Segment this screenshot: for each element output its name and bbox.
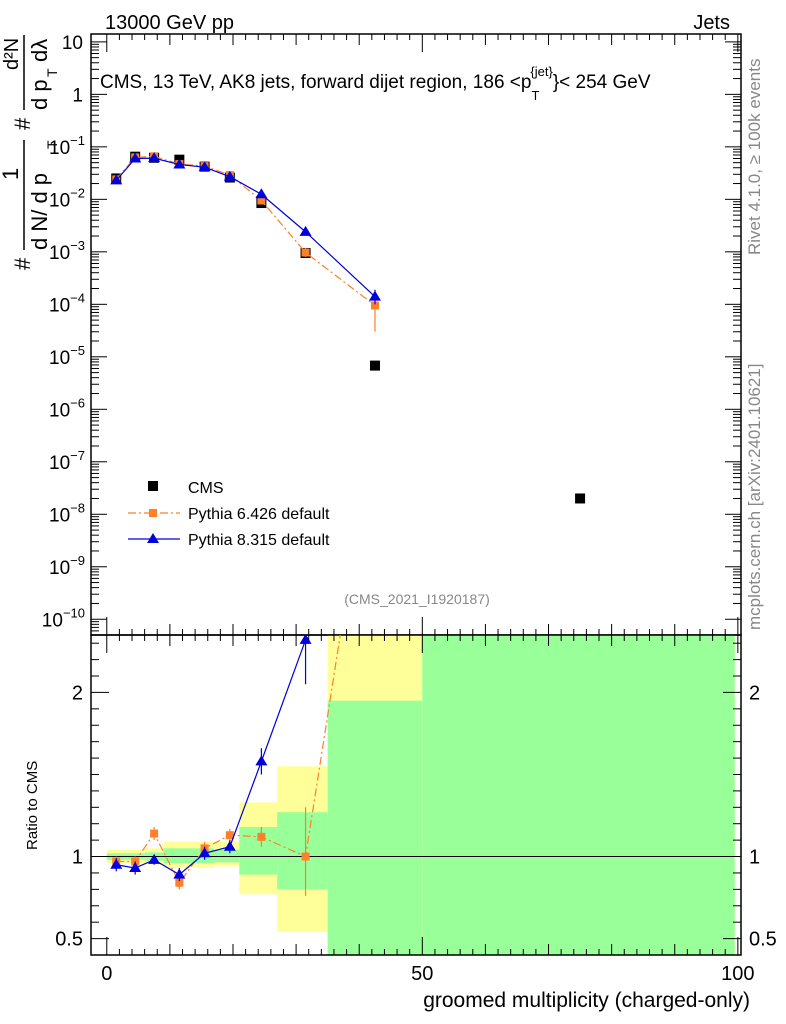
legend: CMS Pythia 6.426 default Pythia 8.315 de… <box>128 480 330 549</box>
main-py8-point <box>255 188 268 199</box>
ratio-ytick-label-right: 2 <box>749 682 760 704</box>
main-ytick-label: 10−2 <box>49 185 85 211</box>
ratio-py8-point <box>148 853 161 864</box>
main-py6-line <box>115 155 376 306</box>
legend-py6-marker <box>149 509 157 517</box>
legend-py8-label: Pythia 8.315 default <box>188 532 330 549</box>
main-py8-point <box>129 152 142 163</box>
ratio-xtick-label: 0 <box>101 963 112 985</box>
main-ylabel: # 1 d N/ d p T # d²N d p T dλ <box>0 35 60 270</box>
ratio-band-inner <box>163 848 196 864</box>
top-left-label: 13000 GeV pp <box>105 12 234 34</box>
main-ytick-label: 10−4 <box>49 290 85 316</box>
ylabel-dn-dpt: d N/ d p <box>27 173 52 250</box>
main-ytick-label: 10−7 <box>49 448 85 474</box>
title-end: }< 254 GeV <box>553 72 651 93</box>
ratio-ytick-label-right: 1 <box>749 847 760 869</box>
legend-cms-label: CMS <box>188 480 224 497</box>
ratio-py8-point <box>129 862 142 873</box>
ylabel-dlambda: dλ <box>27 39 52 62</box>
ratio-py6-point <box>301 852 310 861</box>
side-label-rivet: Rivet 4.1.0, ≥ 100k events <box>745 59 764 255</box>
ratio-band-inner <box>277 812 328 890</box>
ylabel-dp: d p <box>27 79 52 110</box>
ratio-py6-point <box>257 832 266 841</box>
ratio-ytick-label: 2 <box>72 682 83 704</box>
main-ytick-label: 1 <box>72 85 83 106</box>
ratio-xtick-label: 100 <box>721 963 754 985</box>
ratio-band-inner <box>327 700 423 955</box>
main-plot-area: 10 1 10−1 10−2 10−3 10−4 10−5 10−6 10−7 10−8 10−9 1… <box>42 33 742 636</box>
main-py8-point <box>299 225 312 236</box>
main-py6-point <box>370 301 379 310</box>
main-ytick-label: 10−5 <box>49 343 85 369</box>
ylabel-hash2: # <box>10 117 35 130</box>
ratio-py6-point <box>150 829 159 838</box>
main-py8-point <box>110 174 123 185</box>
ratio-ytick-label: 1 <box>72 847 83 869</box>
chart-title: CMS, 13 TeV, AK8 jets, forward dijet reg… <box>100 64 651 103</box>
main-py8-point <box>173 158 186 169</box>
side-label-mcplots: mcplots.cern.ch [arXiv:2401.10621] <box>745 364 764 630</box>
ratio-py8-point <box>173 868 186 879</box>
main-py8-point <box>148 152 161 163</box>
ratio-py8-point <box>223 840 236 851</box>
ratio-py8-point <box>198 847 211 858</box>
analysis-watermark: (CMS_2021_I1920187) <box>344 591 490 607</box>
ratio-xtick-label: 50 <box>411 963 433 985</box>
ylabel-hash1: # <box>10 257 35 270</box>
legend-cms-marker <box>148 481 158 491</box>
main-ytick-label: 10−9 <box>49 553 85 579</box>
main-py8-point <box>223 170 236 181</box>
main-py6-point <box>257 196 266 205</box>
ratio-py8-point <box>299 633 312 644</box>
ratio-ytick-label-right: 0.5 <box>749 929 777 951</box>
main-ytick-label: 10−10 <box>42 605 85 631</box>
ratio-band-inner <box>422 635 735 955</box>
ratio-py8-line <box>116 639 307 876</box>
xlabel: groomed multiplicity (charged-only) <box>423 989 750 1012</box>
legend-py6-label: Pythia 6.426 default <box>188 506 330 523</box>
main-py6-point <box>301 248 310 257</box>
main-ytick-label: 10−3 <box>49 238 85 264</box>
main-ytick-label: 10 <box>62 33 83 54</box>
title-sub: T <box>531 88 539 103</box>
ratio-ytick-label: 0.5 <box>55 929 83 951</box>
ratio-ylabel: Ratio to CMS <box>24 761 41 850</box>
ylabel-t1: T <box>44 140 60 149</box>
main-py8-point <box>198 161 211 172</box>
main-cms-point <box>369 360 380 371</box>
ratio-frame <box>90 634 742 956</box>
ratio-py6-point <box>175 878 184 887</box>
ylabel-one: 1 <box>0 168 23 180</box>
ylabel-t2: T <box>44 68 60 77</box>
title-sup: {jet} <box>530 64 553 79</box>
ratio-py8-point <box>255 755 268 766</box>
main-ytick-label: 10−6 <box>49 395 85 421</box>
ylabel-d2n: d²N <box>1 38 23 70</box>
legend-py8-marker <box>147 533 159 543</box>
main-ytick-label: 10−1 <box>49 133 85 159</box>
main-py8-point <box>368 290 381 301</box>
main-cms-point <box>575 493 586 504</box>
main-ytick-label: 10−8 <box>49 500 85 526</box>
ratio-py8-point <box>110 858 123 869</box>
title-main: CMS, 13 TeV, AK8 jets, forward dijet reg… <box>100 72 531 93</box>
ratio-plot-area: 0 50 100 0.5 0.5 1 1 2 2 <box>55 633 777 985</box>
ratio-py6-point <box>225 831 234 840</box>
top-right-label: Jets <box>693 12 730 34</box>
